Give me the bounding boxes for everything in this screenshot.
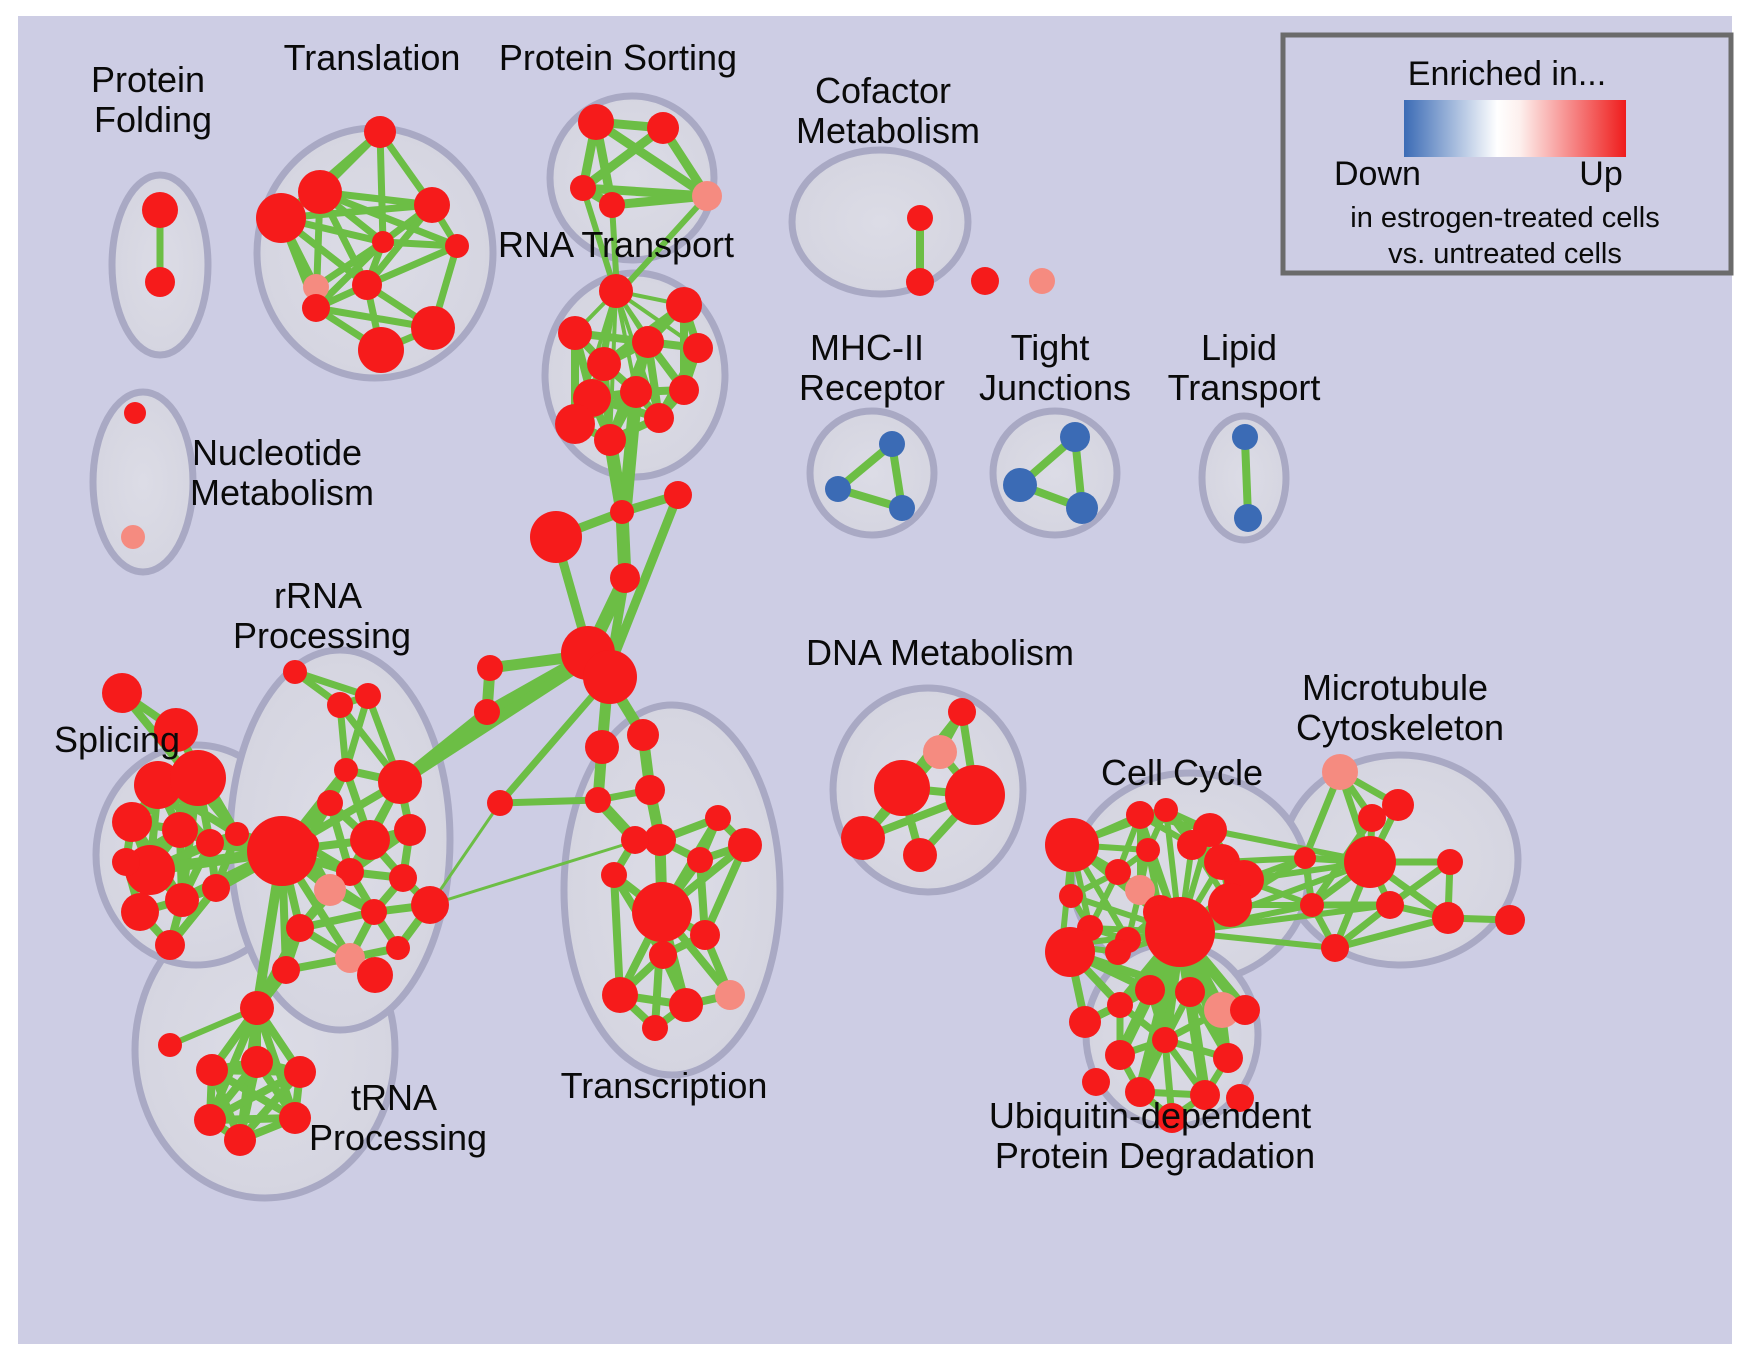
cluster-label-translation: Translation: [284, 37, 461, 78]
legend-caption-line2: vs. untreated cells: [1388, 238, 1622, 270]
cluster-label-ubiquitin-degradation: Ubiquitin-dependent Protein Degradation: [989, 1095, 1321, 1176]
cluster-label-cofactor-metabolism: Cofactor Metabolism: [796, 70, 980, 151]
cluster-labels: Protein Folding Translation Nucleotide M…: [54, 37, 1504, 1176]
cluster-label-rna-transport: RNA Transport: [498, 224, 734, 265]
cluster-label-rrna-processing: rRNA Processing: [233, 575, 411, 656]
legend-left-label: Down: [1334, 155, 1421, 193]
legend: Enriched in... Down Up in estrogen-treat…: [1280, 32, 1734, 276]
cluster-label-tight-junctions: Tight Junctions: [979, 327, 1131, 408]
cluster-ellipse-nucleotide-metabolism: [89, 388, 197, 576]
cluster-label-lipid-transport: Lipid Transport: [1168, 327, 1321, 408]
legend-title: Enriched in...: [1408, 55, 1606, 93]
cluster-label-microtubule-cytoskeleton: Microtubule Cytoskeleton: [1296, 667, 1504, 748]
cluster-label-protein-sorting: Protein Sorting: [499, 37, 737, 78]
cluster-label-splicing: Splicing: [54, 719, 180, 760]
cluster-label-cell-cycle: Cell Cycle: [1101, 752, 1263, 793]
cluster-ellipse-cofactor-metabolism: [788, 146, 972, 298]
cluster-label-transcription: Transcription: [561, 1065, 768, 1106]
legend-right-label: Up: [1579, 155, 1622, 193]
cluster-label-mhc-ii-receptor: MHC-II Receptor: [799, 327, 945, 408]
cluster-label-trna-processing: tRNA Processing: [309, 1077, 487, 1158]
cluster-label-protein-folding: Protein Folding: [91, 59, 215, 140]
legend-color-scale: [1404, 100, 1626, 157]
cluster-label-nucleotide-metabolism: Nucleotide Metabolism: [190, 432, 374, 513]
cluster-label-dna-metabolism: DNA Metabolism: [806, 632, 1074, 673]
cluster-ellipse-mhc-ii-receptor: [806, 407, 938, 539]
legend-caption-line1: in estrogen-treated cells: [1350, 202, 1660, 234]
network-nodes: [102, 104, 1525, 1156]
